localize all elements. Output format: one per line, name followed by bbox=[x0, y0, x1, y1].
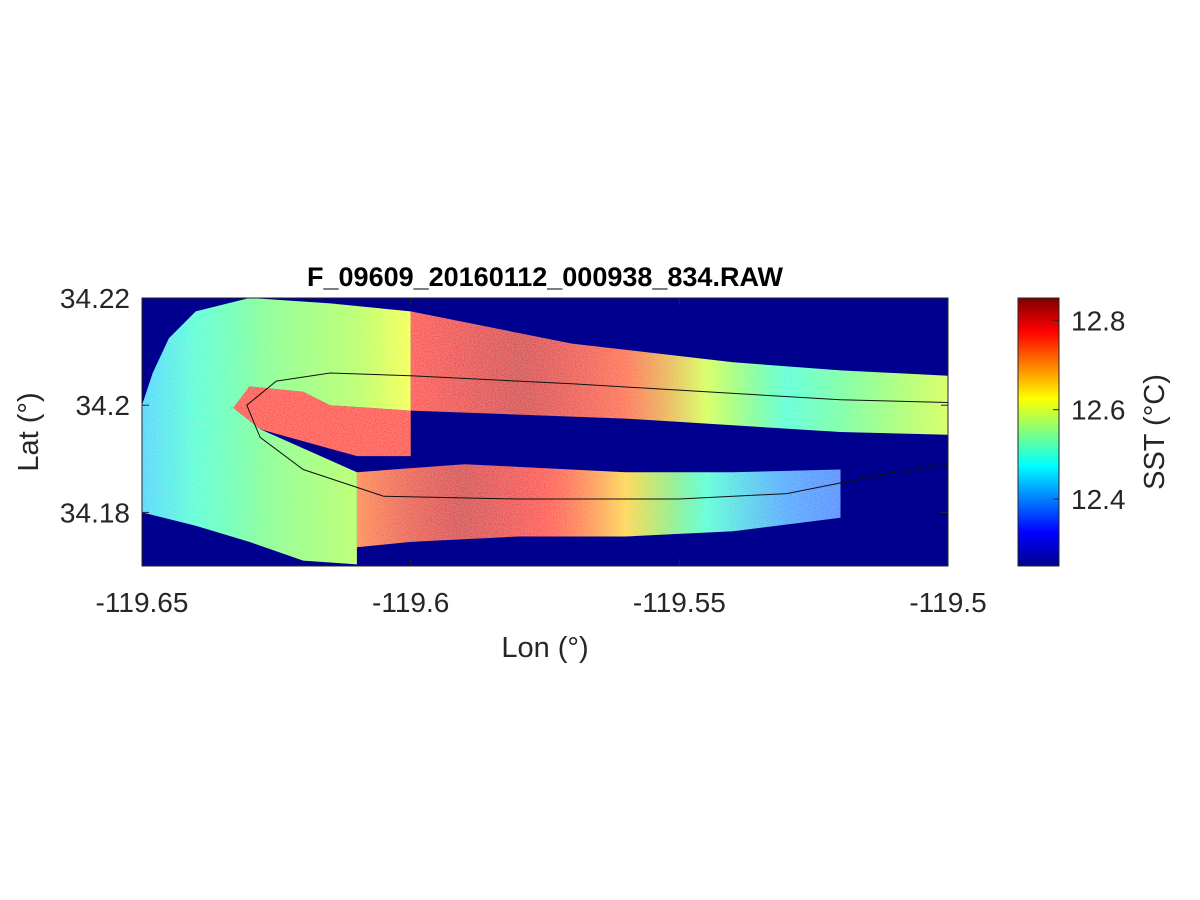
x-axis: -119.65 -119.6 -119.55 -119.5 bbox=[96, 298, 987, 618]
chart-title: F_09609_20160112_000938_834.RAW bbox=[307, 262, 783, 292]
swath-layer bbox=[142, 298, 948, 565]
colorbar-tick-label: 12.6 bbox=[1071, 395, 1126, 426]
flight-track-line bbox=[246, 372, 948, 500]
x-tick-label: -119.55 bbox=[633, 587, 726, 618]
swath-west-turn-swath bbox=[142, 298, 411, 565]
colorbar bbox=[1017, 297, 1060, 567]
y-axis-label: Lat (°) bbox=[13, 392, 45, 471]
y-tick-label: 34.22 bbox=[60, 283, 130, 314]
x-axis-label: Lon (°) bbox=[501, 632, 588, 664]
colorbar-tick-label: 12.4 bbox=[1071, 484, 1126, 515]
y-tick-label: 34.2 bbox=[76, 390, 131, 421]
y-axis: 34.22 34.2 34.18 bbox=[60, 283, 948, 528]
colorbar-label: SST (°C) bbox=[1139, 374, 1171, 490]
colorbar-axis: 12.4 12.6 12.8 bbox=[1053, 305, 1126, 515]
track-layer bbox=[246, 372, 948, 500]
colorbar-tick-label: 12.8 bbox=[1071, 305, 1126, 336]
x-tick-label: -119.6 bbox=[372, 587, 449, 618]
swath-north-swath bbox=[233, 311, 948, 457]
plot-frame bbox=[141, 297, 949, 567]
swath-south-swath bbox=[356, 464, 841, 548]
y-tick-label: 34.18 bbox=[60, 497, 130, 528]
x-tick-label: -119.65 bbox=[96, 587, 189, 618]
x-tick-label: -119.5 bbox=[909, 587, 986, 618]
